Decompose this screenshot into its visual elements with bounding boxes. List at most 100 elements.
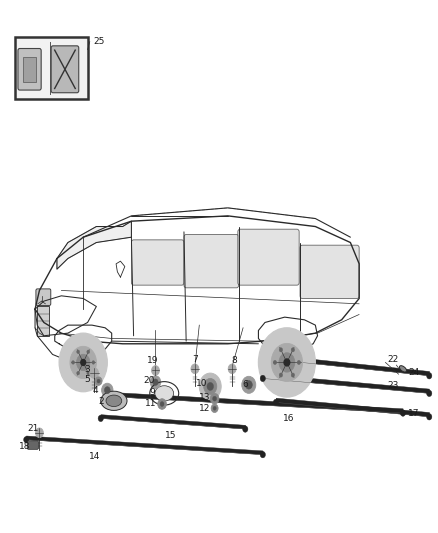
Text: 20: 20 bbox=[143, 376, 155, 384]
Text: 6: 6 bbox=[242, 381, 248, 389]
Text: 24: 24 bbox=[408, 368, 420, 376]
Text: 25: 25 bbox=[93, 37, 104, 46]
Circle shape bbox=[279, 348, 283, 352]
Circle shape bbox=[90, 368, 99, 378]
Circle shape bbox=[191, 364, 199, 374]
Circle shape bbox=[273, 399, 279, 406]
FancyBboxPatch shape bbox=[51, 46, 79, 93]
Text: 10: 10 bbox=[196, 379, 207, 388]
Circle shape bbox=[273, 357, 279, 363]
Circle shape bbox=[116, 394, 121, 400]
Text: 11: 11 bbox=[145, 399, 157, 408]
Circle shape bbox=[271, 343, 303, 382]
Circle shape bbox=[291, 373, 295, 377]
Circle shape bbox=[242, 376, 256, 393]
Circle shape bbox=[105, 387, 110, 393]
Circle shape bbox=[211, 404, 218, 413]
Circle shape bbox=[97, 379, 100, 383]
Circle shape bbox=[279, 373, 283, 377]
Circle shape bbox=[92, 361, 95, 364]
Circle shape bbox=[245, 381, 252, 389]
Circle shape bbox=[150, 376, 161, 389]
FancyBboxPatch shape bbox=[300, 245, 359, 298]
Text: 4: 4 bbox=[93, 386, 98, 394]
Text: 19: 19 bbox=[147, 356, 158, 365]
Circle shape bbox=[427, 390, 432, 397]
Circle shape bbox=[77, 372, 80, 375]
Circle shape bbox=[258, 328, 315, 397]
Ellipse shape bbox=[101, 391, 127, 410]
Circle shape bbox=[284, 359, 290, 366]
FancyBboxPatch shape bbox=[131, 240, 184, 285]
Circle shape bbox=[243, 426, 248, 432]
Circle shape bbox=[70, 346, 96, 378]
Circle shape bbox=[228, 364, 236, 374]
Polygon shape bbox=[57, 221, 131, 269]
Circle shape bbox=[210, 393, 219, 404]
Circle shape bbox=[260, 375, 265, 382]
Text: 14: 14 bbox=[88, 453, 100, 461]
Text: 22: 22 bbox=[388, 356, 399, 364]
Bar bbox=[15, 37, 88, 99]
Text: 15: 15 bbox=[165, 432, 177, 440]
Circle shape bbox=[95, 377, 102, 385]
Text: 12: 12 bbox=[199, 405, 211, 413]
Text: 2: 2 bbox=[99, 398, 104, 406]
Text: 21: 21 bbox=[27, 424, 39, 433]
Circle shape bbox=[291, 348, 295, 352]
Circle shape bbox=[87, 350, 90, 353]
Circle shape bbox=[102, 383, 113, 397]
Circle shape bbox=[400, 410, 406, 416]
Text: 13: 13 bbox=[199, 393, 211, 402]
Text: 7: 7 bbox=[192, 356, 198, 364]
Circle shape bbox=[273, 360, 277, 365]
FancyBboxPatch shape bbox=[36, 289, 51, 305]
Bar bbox=[23, 57, 36, 82]
Circle shape bbox=[213, 406, 216, 410]
Text: 3: 3 bbox=[84, 365, 90, 374]
Polygon shape bbox=[101, 415, 245, 429]
Bar bbox=[37, 306, 49, 336]
Ellipse shape bbox=[399, 366, 406, 372]
Text: 5: 5 bbox=[84, 375, 90, 384]
Polygon shape bbox=[26, 436, 263, 455]
Circle shape bbox=[204, 378, 217, 394]
Circle shape bbox=[72, 361, 74, 364]
Text: 23: 23 bbox=[388, 381, 399, 390]
Polygon shape bbox=[276, 356, 430, 376]
Text: 8: 8 bbox=[231, 357, 237, 365]
Text: 18: 18 bbox=[19, 442, 31, 450]
Circle shape bbox=[59, 333, 107, 392]
Circle shape bbox=[158, 399, 166, 409]
Circle shape bbox=[279, 353, 295, 372]
Circle shape bbox=[427, 373, 432, 379]
Circle shape bbox=[199, 373, 221, 400]
Polygon shape bbox=[276, 398, 430, 417]
Circle shape bbox=[297, 360, 300, 365]
FancyBboxPatch shape bbox=[184, 235, 239, 288]
Circle shape bbox=[152, 366, 159, 375]
Circle shape bbox=[24, 437, 29, 443]
Text: 17: 17 bbox=[408, 409, 420, 417]
Circle shape bbox=[35, 428, 43, 438]
Circle shape bbox=[207, 383, 213, 390]
Polygon shape bbox=[118, 393, 403, 413]
Circle shape bbox=[260, 451, 265, 458]
Circle shape bbox=[213, 397, 216, 401]
FancyBboxPatch shape bbox=[18, 49, 41, 90]
Circle shape bbox=[98, 415, 103, 422]
Circle shape bbox=[153, 379, 158, 385]
Circle shape bbox=[81, 359, 86, 366]
Circle shape bbox=[87, 372, 90, 375]
Polygon shape bbox=[263, 374, 430, 393]
Circle shape bbox=[160, 402, 164, 406]
Text: 9: 9 bbox=[149, 388, 155, 397]
FancyBboxPatch shape bbox=[27, 441, 39, 449]
Circle shape bbox=[77, 354, 90, 370]
Text: 16: 16 bbox=[283, 414, 295, 423]
Ellipse shape bbox=[155, 386, 173, 401]
Ellipse shape bbox=[106, 395, 122, 407]
Circle shape bbox=[77, 350, 80, 353]
FancyBboxPatch shape bbox=[238, 229, 299, 285]
Circle shape bbox=[427, 414, 432, 420]
